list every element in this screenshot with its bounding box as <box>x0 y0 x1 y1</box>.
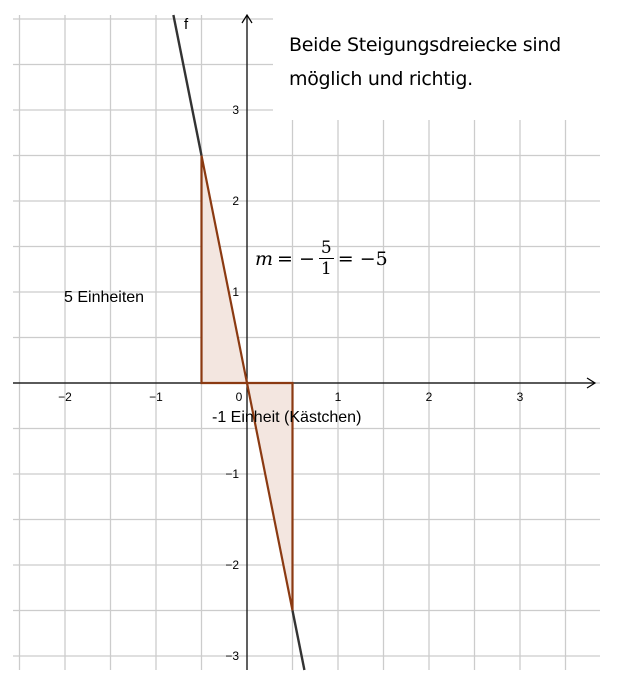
y-axis-arrow <box>241 13 253 24</box>
y-tick-label: 3 <box>232 103 239 117</box>
x-tick-label: −1 <box>149 390 163 404</box>
formula-m: m <box>255 247 274 270</box>
x-tick-label: 1 <box>335 390 342 404</box>
x-tick-label: 3 <box>517 390 524 404</box>
note-line-2: möglich und richtig. <box>289 68 473 90</box>
x-axis-arrow <box>586 377 597 389</box>
function-line-lower <box>291 610 306 671</box>
y-tick-label: −2 <box>225 558 239 572</box>
tick-labels: −2 −1 0 1 2 3 3 2 1 −1 −2 −3 <box>58 103 524 663</box>
note-line-1: Beide Steigungsdreiecke sind <box>289 34 561 56</box>
x-tick-label: 0 <box>236 390 243 404</box>
note-background <box>273 0 623 120</box>
slope-triangles <box>172 14 306 671</box>
formula-rhs: = −5 <box>337 247 388 270</box>
y-tick-label: 2 <box>232 194 239 208</box>
x-tick-label: 2 <box>426 390 433 404</box>
y-tick-label: 1 <box>232 285 239 299</box>
horizontal-leg-label: -1 Einheit (Kästchen) <box>212 409 362 426</box>
note-text: Beide Steigungsdreiecke sind möglich und… <box>289 28 561 96</box>
function-label: f <box>184 16 189 33</box>
axes <box>13 13 597 670</box>
x-tick-label: −2 <box>58 390 72 404</box>
slope-triangle-upper <box>200 155 249 385</box>
formula-numerator: 5 <box>318 238 334 259</box>
formula-denominator: 1 <box>320 259 332 279</box>
y-tick-label: −1 <box>225 467 239 481</box>
slope-triangle-lower <box>245 381 294 611</box>
slope-formula: m = − 5 1 = −5 <box>255 238 388 279</box>
function-line-upper <box>172 14 203 156</box>
formula-eq1: = − <box>277 247 315 270</box>
vertical-leg-label: 5 Einheiten <box>64 289 145 306</box>
y-tick-label: −3 <box>225 649 239 663</box>
formula-fraction: 5 1 <box>318 238 334 279</box>
